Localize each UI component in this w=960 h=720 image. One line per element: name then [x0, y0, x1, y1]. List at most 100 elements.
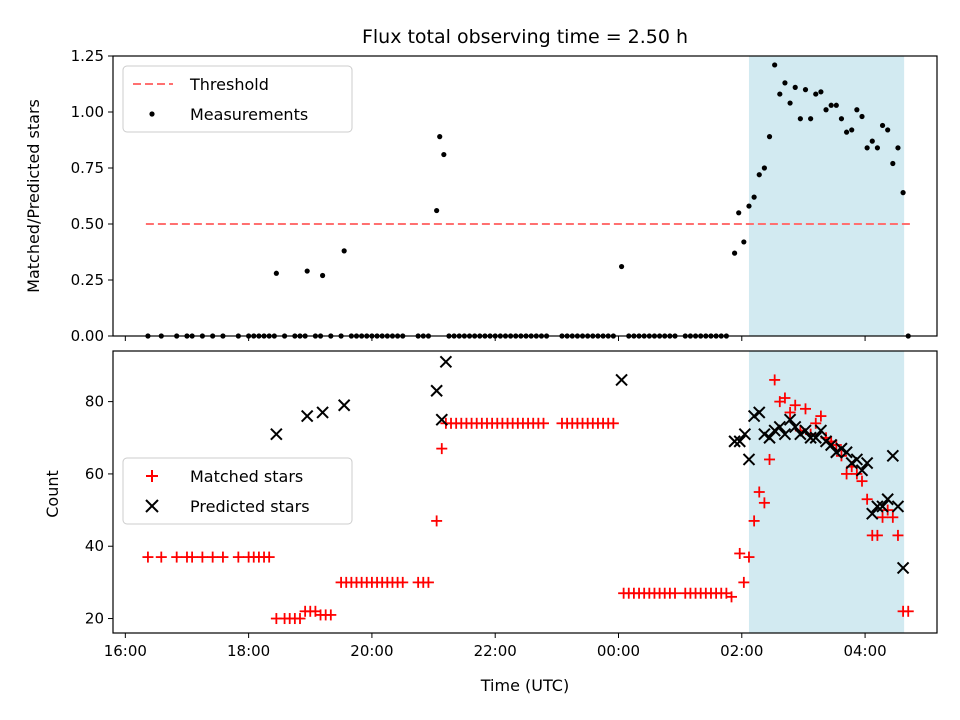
bottom-y-axis-label: Count — [43, 470, 62, 518]
matched-star-point — [779, 392, 791, 404]
bottom-legend-box — [122, 457, 353, 525]
matched-star-point — [902, 605, 914, 617]
x-tick-label: 22:00 — [474, 642, 517, 660]
measurement-point — [273, 270, 279, 276]
measurement-point — [434, 207, 440, 214]
matched-star-point — [810, 417, 822, 429]
measurement-point — [741, 239, 747, 245]
chart-title: Flux total observing time = 2.50 h — [362, 26, 688, 48]
measurement-point — [777, 91, 783, 97]
matched-star-point — [436, 443, 448, 455]
predicted-star-point — [819, 435, 833, 448]
matched-stars-series — [142, 374, 914, 625]
measurement-point — [843, 129, 850, 135]
matched-star-point — [217, 551, 229, 563]
predicted-star-point — [778, 427, 792, 441]
bottom-x-axis: 16:00 18:00 20:00 22:00 00:00 02:00 04:00 — [104, 633, 887, 660]
measurement-point — [854, 107, 860, 113]
matched-star-point — [789, 399, 801, 411]
predicted-stars-series — [270, 355, 910, 575]
predicted-star-point — [835, 442, 848, 455]
matched-star-point — [799, 403, 811, 415]
bottom-highlight-span — [748, 351, 905, 633]
measurement-point — [802, 87, 809, 93]
matched-star-point — [748, 515, 760, 527]
predicted-star-point — [860, 456, 874, 470]
measurement-point — [823, 107, 829, 113]
measurement-point — [618, 263, 625, 270]
measurement-point — [890, 160, 896, 167]
matched-star-point — [171, 551, 183, 563]
matched-star-point — [294, 613, 306, 625]
matched-star-point — [856, 475, 868, 487]
predicted-star-point — [439, 355, 453, 369]
bottom-panel: 20 40 60 80 16:00 18:00 20:00 22:00 00:00 02:00 0… — [43, 350, 938, 695]
predicted-star-point — [430, 384, 443, 397]
predicted-star-point — [799, 424, 812, 437]
measurement-point — [772, 62, 778, 68]
predicted-star-point — [789, 420, 802, 434]
predicted-star-point — [747, 409, 761, 423]
predicted-star-point — [783, 413, 797, 426]
matched-star-point — [207, 551, 219, 563]
measurement-point — [341, 248, 347, 254]
measurement-point — [441, 151, 447, 158]
matched-star-point — [397, 576, 409, 588]
matched-star-point — [841, 468, 853, 480]
legend-matched-swatch — [146, 470, 158, 482]
matched-star-point — [263, 551, 275, 563]
top-y-tick-label: 0.25 — [71, 271, 104, 289]
matched-star-point — [753, 486, 765, 498]
x-axis-label: Time (UTC) — [480, 676, 569, 695]
predicted-star-point — [728, 435, 741, 448]
measurement-point — [731, 250, 738, 256]
top-y-tick-label: 0.00 — [71, 327, 104, 345]
measurement-point — [864, 145, 870, 151]
x-tick-label: 02:00 — [720, 642, 763, 660]
bottom-y-tick-label: 60 — [85, 465, 104, 483]
predicted-star-point — [809, 431, 822, 444]
predicted-star-point — [768, 424, 781, 437]
matched-star-point — [537, 417, 549, 429]
matched-star-point — [186, 551, 198, 563]
matched-star-point — [142, 551, 154, 563]
measurement-point — [838, 116, 845, 122]
matched-star-point — [769, 374, 781, 386]
measurement-point — [761, 165, 767, 171]
measurement-point — [895, 145, 901, 151]
predicted-star-point — [876, 500, 889, 513]
measurement-point — [766, 134, 773, 140]
matched-star-point — [815, 410, 827, 422]
predicted-star-point — [270, 427, 283, 441]
matched-star-point — [232, 551, 244, 563]
matched-star-point — [325, 609, 337, 621]
predicted-star-point — [794, 427, 807, 441]
measurement-point — [849, 127, 855, 133]
x-tick-label: 16:00 — [104, 642, 147, 660]
x-tick-label: 04:00 — [843, 642, 886, 660]
matched-star-point — [726, 591, 738, 603]
matched-star-point — [892, 529, 904, 541]
x-tick-label: 18:00 — [227, 642, 270, 660]
x-tick-label: 20:00 — [350, 642, 393, 660]
predicted-star-point — [742, 453, 756, 466]
top-y-tick-label: 0.75 — [71, 159, 104, 177]
top-y-tick-label: 0.50 — [71, 215, 104, 233]
predicted-star-point — [615, 373, 628, 387]
measurement-point — [304, 268, 310, 274]
top-highlight-span — [748, 56, 905, 336]
bottom-y-axis: 20 40 60 80 — [85, 393, 113, 628]
matched-star-point — [861, 493, 873, 505]
bottom-legend: Matched stars Predicted stars — [122, 457, 353, 525]
legend-matched-label: Matched stars — [190, 467, 303, 486]
legend-measurements-label: Measurements — [190, 105, 308, 124]
matched-star-point — [431, 515, 443, 527]
measurement-point — [319, 272, 326, 279]
measurement-point — [828, 102, 834, 108]
matched-star-point — [155, 551, 167, 563]
predicted-star-point — [337, 399, 351, 412]
matched-star-point — [835, 450, 847, 462]
predicted-star-point — [855, 464, 869, 477]
top-y-axis-label: Matched/Predicted stars — [24, 99, 43, 293]
measurement-point — [808, 116, 814, 122]
